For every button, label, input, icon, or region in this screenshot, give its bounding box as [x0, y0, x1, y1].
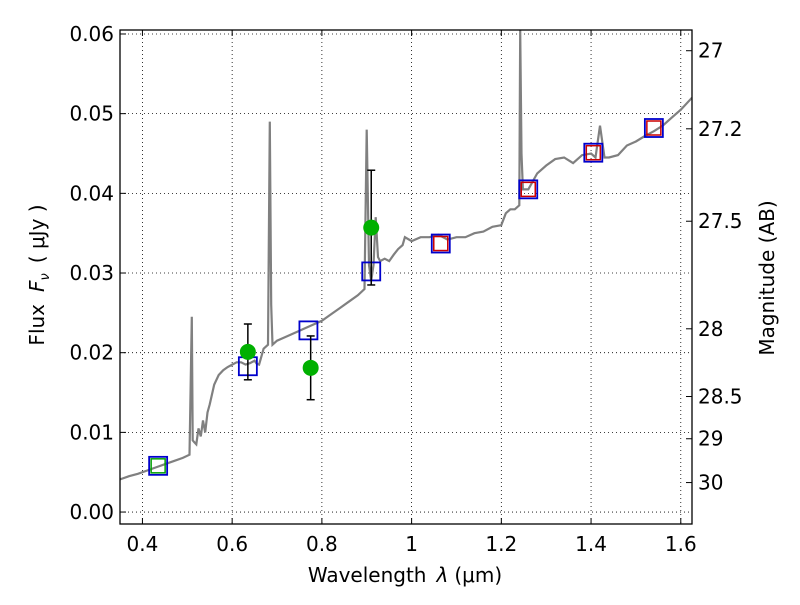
- x-tick-label: 1.2: [485, 532, 517, 556]
- observed-point: [363, 219, 380, 236]
- x-axis-label-unit: (μm): [454, 563, 502, 587]
- y-tick-label: 0.01: [69, 420, 114, 444]
- y2-tick-label: 27: [698, 39, 723, 63]
- y2-tick-label: 29: [698, 427, 723, 451]
- observed-point: [239, 343, 256, 360]
- y2-tick-label: 27.5: [698, 209, 743, 233]
- inner-box-red: [585, 144, 602, 161]
- x-tick-label: 1.6: [665, 532, 697, 556]
- x-tick-label: 0.4: [127, 532, 159, 556]
- inner-box-red: [646, 120, 662, 136]
- y-axis-label-prefix: Flux: [25, 304, 49, 346]
- model-photometry-square: [583, 142, 604, 163]
- y2-axis-label: Magnitude (AB): [755, 200, 779, 355]
- y2-tick-label: 28.5: [698, 385, 743, 409]
- inner-box-green: [150, 458, 166, 474]
- y-tick-label: 0.03: [69, 261, 114, 285]
- y-tick-label: 0.04: [69, 181, 114, 205]
- y-axis-label: Flux Fν ( μJy ): [25, 204, 53, 345]
- model-spectrum-line: [120, 30, 692, 481]
- y-axis-label-subscript: ν: [38, 273, 53, 280]
- model-photometry-square: [430, 233, 451, 254]
- model-photometry-square: [643, 118, 664, 138]
- y-axis-label-unit: ( μJy ): [25, 204, 49, 263]
- y2-tick-label: 28: [698, 317, 723, 341]
- x-tick-label: 0.8: [306, 532, 338, 556]
- inner-box-red: [433, 235, 449, 252]
- y2-tick-label: 27.2: [698, 117, 743, 141]
- x-tick-label: 0.6: [216, 532, 248, 556]
- y-tick-label: 0.00: [69, 500, 114, 524]
- x-tick-label: 1: [405, 532, 418, 556]
- plot-frame: [119, 29, 693, 525]
- y2-tick-label: 30: [698, 471, 723, 495]
- x-axis-label-symbol: λ: [436, 563, 449, 587]
- plot-layer: [120, 30, 692, 481]
- y-tick-label: 0.05: [69, 102, 114, 126]
- y-axis-label-symbol: F: [25, 280, 49, 292]
- observed-point: [302, 359, 319, 376]
- y-tick-label: 0.06: [69, 22, 114, 46]
- tick-layer: 0.4 0.6 0.8 1 1.2 1.4 1.6 0.00 0.01 0.02 0.03 0.04 0…: [69, 22, 742, 556]
- model-photometry-square: [148, 455, 169, 476]
- inner-box-red: [520, 181, 537, 198]
- model-photometry-square: [518, 179, 539, 200]
- x-tick-label: 1.4: [575, 532, 607, 556]
- y-tick-label: 0.02: [69, 341, 114, 365]
- model-photometry-square: [298, 320, 319, 341]
- grid-layer: [120, 30, 692, 524]
- x-axis-label-prefix: Wavelength: [308, 563, 427, 587]
- x-axis-label: Wavelength λ (μm): [308, 563, 502, 587]
